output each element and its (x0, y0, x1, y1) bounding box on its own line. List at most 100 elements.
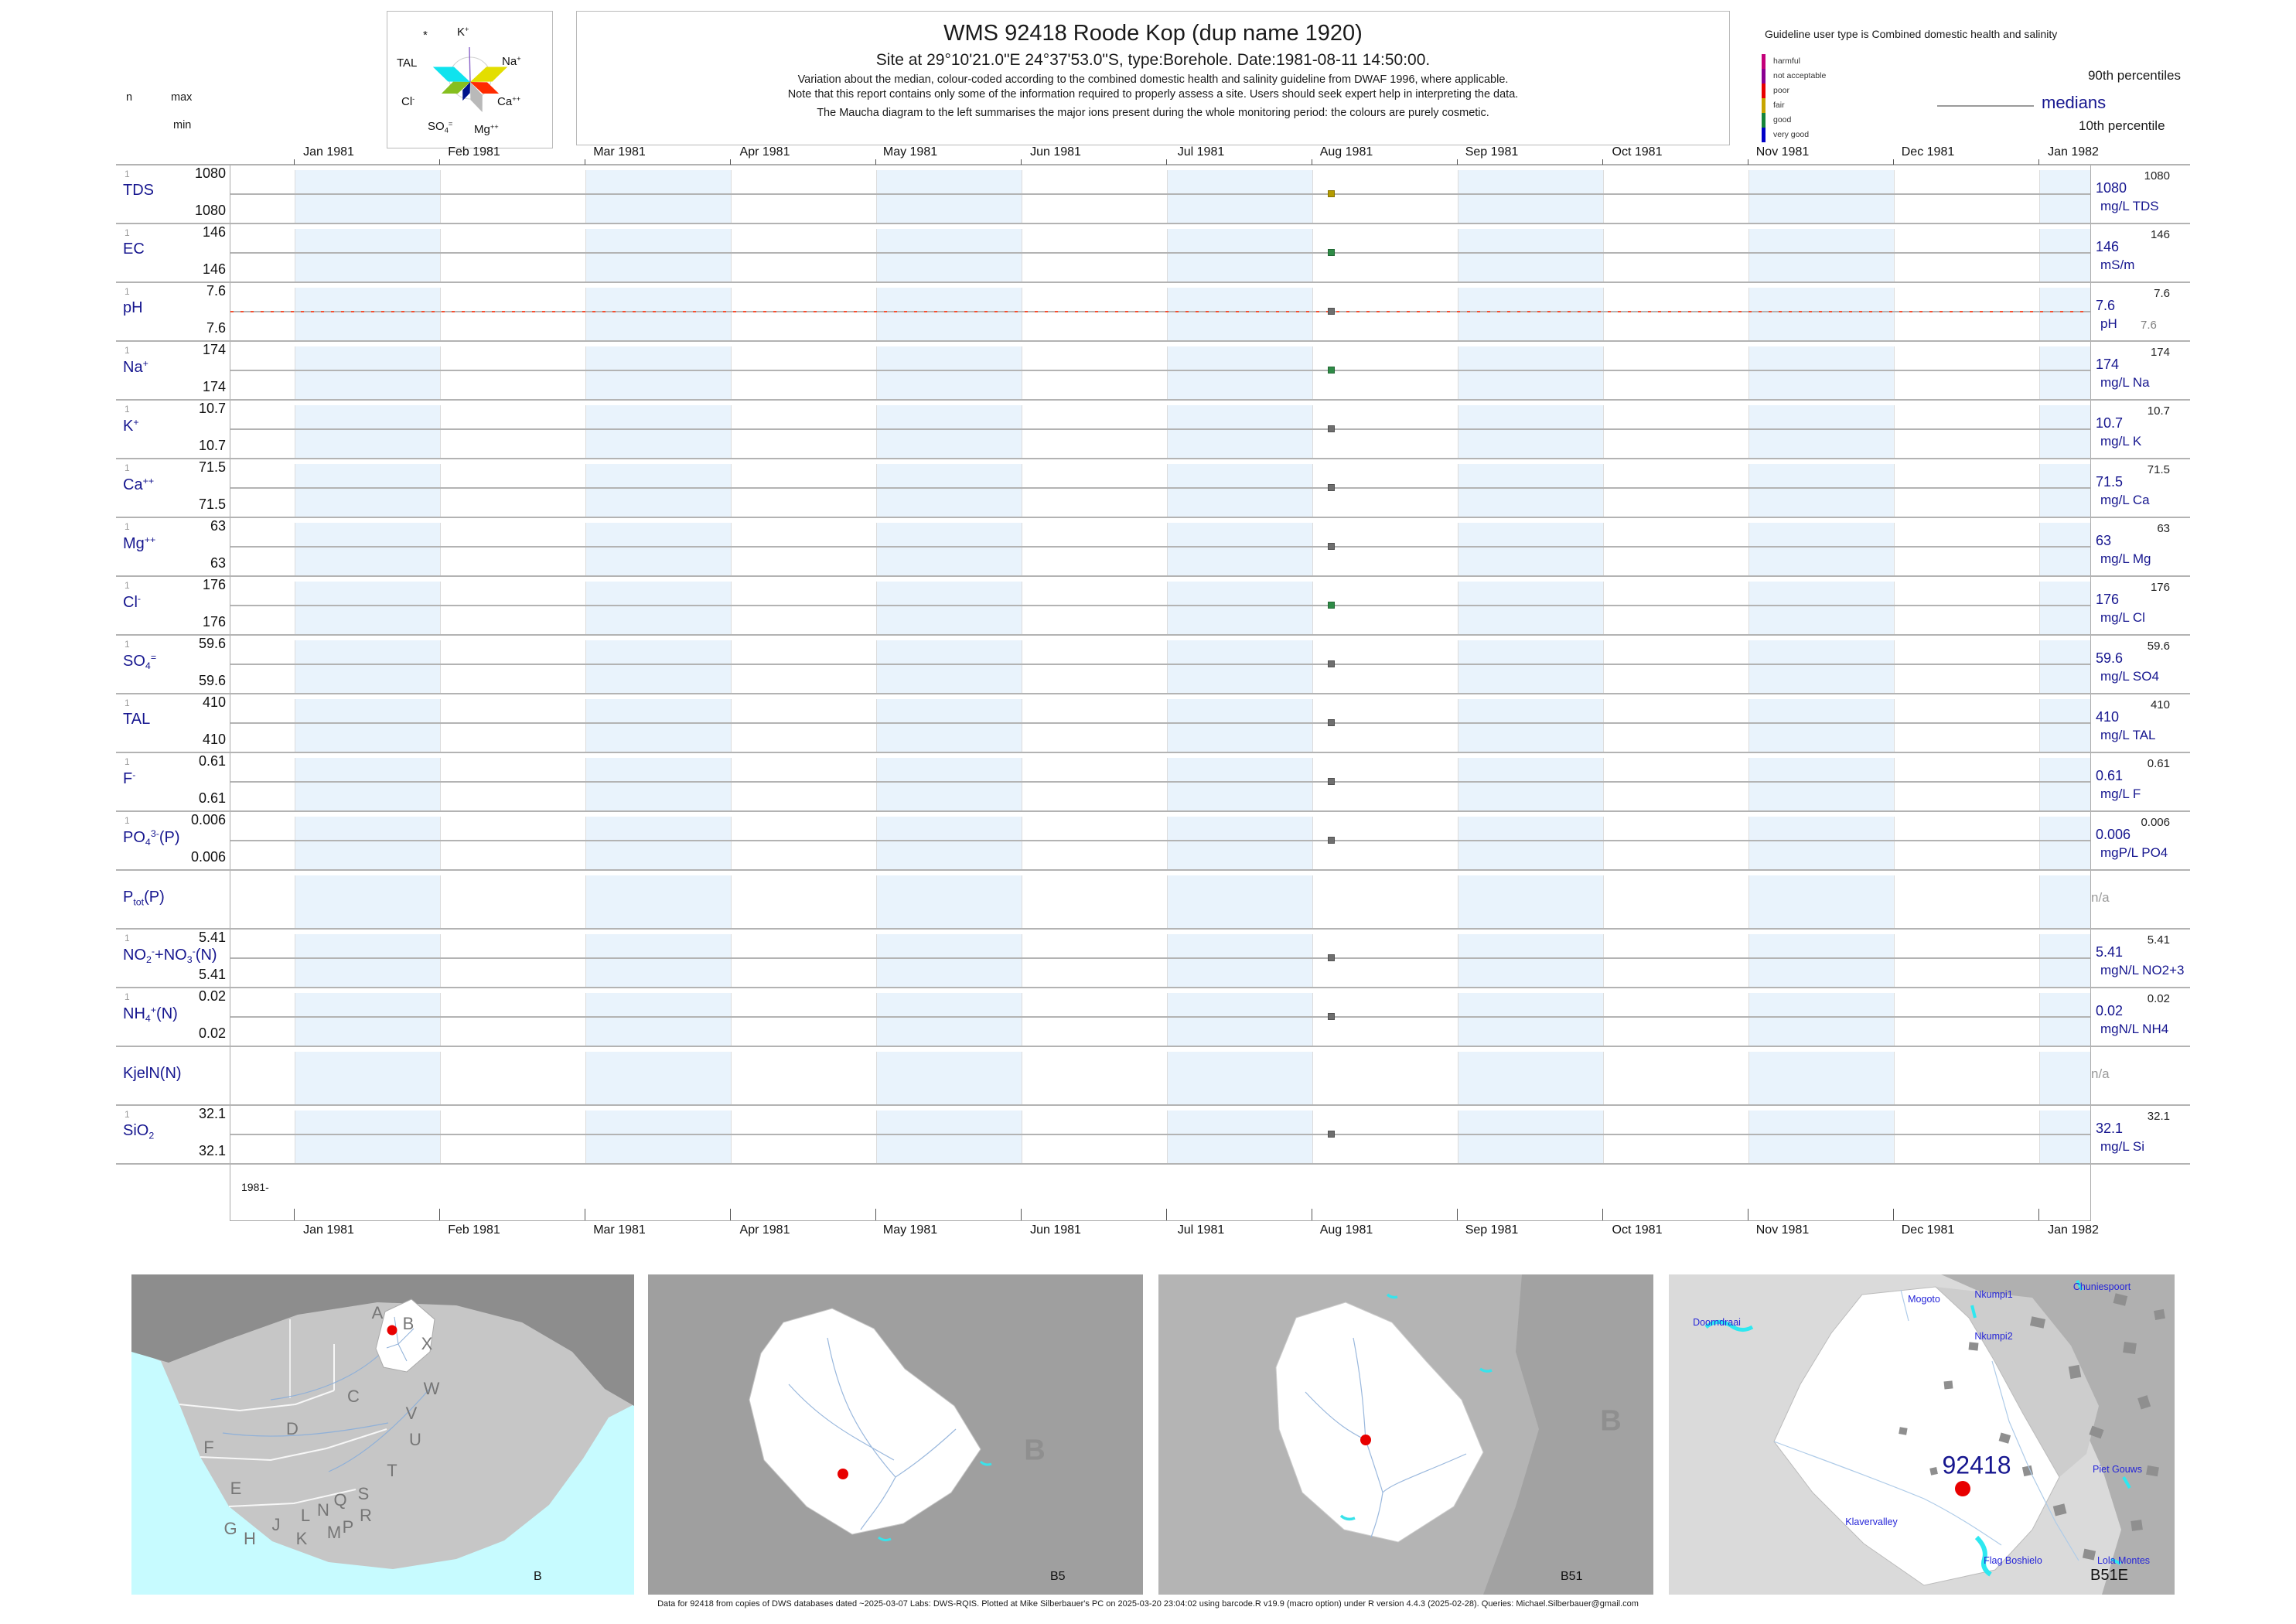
drainage-region-letter: D (286, 1419, 299, 1438)
p90-value: 71.5 (2147, 463, 2170, 476)
median-line (230, 546, 2090, 548)
report-subtitle: Site at 29°10'21.0"E 24°37'53.0"S, type:… (875, 51, 1431, 69)
report-title: WMS 92418 Roode Kop (dup name 1920) (943, 21, 1363, 46)
p90-value: 174 (2150, 346, 2170, 359)
median-line (230, 664, 2090, 665)
unit-label: mgN/L NO2+3 (2100, 963, 2185, 977)
min-value: 0.006 (190, 849, 226, 865)
row-boundary-line (116, 164, 2190, 165)
guideline-class-label: good (1773, 115, 1792, 125)
median-line (230, 487, 2090, 489)
min-value: 32.1 (198, 1143, 226, 1158)
median-line (230, 428, 2090, 430)
sample-count: 1 (125, 1109, 130, 1120)
drainage-region-letter: P (342, 1517, 354, 1537)
row-boundary-line (116, 1163, 2190, 1165)
drainage-region-letter: M (326, 1523, 342, 1542)
p10-value: 7.6 (2141, 319, 2157, 332)
map-drainage-b51: B B51 (1158, 1274, 1653, 1595)
median-value: 5.41 (2096, 944, 2124, 960)
p90-value: 5.41 (2147, 933, 2170, 947)
map-code-b51e: B51E (2090, 1567, 2128, 1584)
max-value: 7.6 (206, 283, 226, 299)
axis-tick (1893, 159, 1894, 165)
sample-marker (1328, 425, 1335, 432)
drainage-region-letter: S (357, 1484, 370, 1503)
row-boundary-line (116, 340, 2190, 342)
drainage-region-letter: F (203, 1438, 214, 1457)
max-value: 59.6 (198, 636, 226, 651)
row-boundary-line (116, 928, 2190, 930)
drainage-region-letter: C (347, 1387, 360, 1406)
footer-provenance: Data for 92418 from copies of DWS databa… (657, 1599, 1639, 1609)
sample-count: 1 (125, 286, 130, 297)
map-code-b5: B5 (1050, 1570, 1066, 1583)
row-boundary-line (116, 458, 2190, 459)
guideline-class-label: poor (1773, 86, 1790, 95)
row-boundary-line (116, 987, 2190, 988)
min-value: 71.5 (198, 496, 226, 512)
month-label-top: Jun 1981 (1030, 145, 1081, 159)
parameter-name: SiO2 (123, 1122, 155, 1141)
max-value: 146 (202, 224, 226, 240)
min-value: 174 (202, 379, 226, 394)
time-series-plot (230, 165, 2091, 1164)
report-note-3: The Maucha diagram to the left summarise… (817, 107, 1489, 119)
drainage-region-letter: Q (333, 1490, 347, 1510)
min-value: 10.7 (198, 438, 226, 453)
parameter-name: pH (123, 299, 143, 316)
median-value: 32.1 (2096, 1121, 2124, 1136)
station-number-label: 92418 (1942, 1451, 2011, 1479)
median-value: 7.6 (2096, 298, 2116, 313)
axis-tick (439, 1209, 440, 1220)
p90-value: 32.1 (2147, 1110, 2170, 1123)
axis-tick (1166, 159, 1167, 165)
parameter-name: PO43-(P) (123, 828, 180, 848)
year-axis-strip: 1981- (230, 1164, 2091, 1221)
month-label-bottom: Dec 1981 (1901, 1223, 1955, 1237)
title-box: WMS 92418 Roode Kop (dup name 1920) Site… (576, 11, 1730, 145)
drainage-region-letter: K (295, 1529, 308, 1548)
drainage-region-letter: B (402, 1314, 415, 1333)
median-line (230, 722, 2090, 724)
maucha-ion-label: K+ (457, 26, 469, 39)
axis-tick (730, 1209, 731, 1220)
drainage-region-letter: V (405, 1404, 418, 1423)
month-label-bottom: Aug 1981 (1319, 1223, 1373, 1237)
median-legend-line (1937, 105, 2034, 107)
row-top-gap (230, 283, 2090, 288)
unit-label: mg/L TAL (2100, 728, 2156, 742)
month-label-bottom: Apr 1981 (739, 1223, 790, 1237)
sample-count: 1 (125, 169, 130, 179)
min-value: 59.6 (198, 673, 226, 688)
median-line (230, 193, 2090, 195)
median-line (230, 370, 2090, 371)
row-top-gap (230, 401, 2090, 405)
month-label-bottom: Nov 1981 (1755, 1223, 1810, 1237)
median-line (230, 1016, 2090, 1018)
sample-count: 1 (125, 639, 130, 650)
axis-tick (294, 1209, 295, 1220)
month-label-bottom: May 1981 (882, 1223, 938, 1237)
axis-tick (1166, 1209, 1167, 1220)
sample-count: 1 (125, 991, 130, 1002)
row-top-gap (230, 753, 2090, 758)
month-label-bottom: Oct 1981 (1612, 1223, 1663, 1237)
axis-tick (875, 1209, 876, 1220)
sample-marker (1328, 778, 1335, 785)
drainage-region-letter: J (271, 1515, 281, 1534)
sample-marker (1328, 719, 1335, 726)
row-boundary-line (116, 575, 2190, 577)
parameter-name: Ca++ (123, 476, 155, 493)
row-boundary-line (116, 281, 2190, 283)
sample-marker (1328, 249, 1335, 256)
month-label-top: Sep 1981 (1465, 145, 1519, 159)
median-value: 10.7 (2096, 415, 2124, 431)
parameter-name: TDS (123, 182, 154, 199)
row-boundary-line (116, 693, 2190, 694)
sample-marker (1328, 1013, 1335, 1020)
p90-value: 0.02 (2147, 992, 2170, 1005)
max-value: 10.7 (198, 401, 226, 416)
parameter-name: F- (123, 769, 136, 787)
min-value: 5.41 (198, 967, 226, 982)
